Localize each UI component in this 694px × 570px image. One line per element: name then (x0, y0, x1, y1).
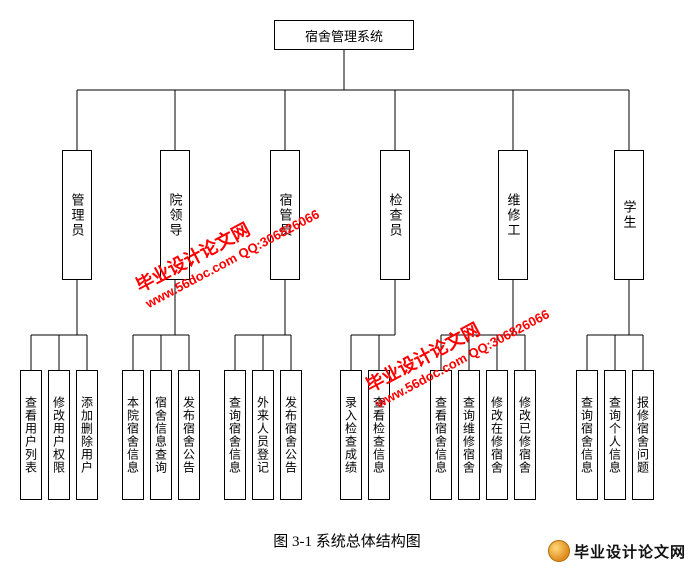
mid-node-admin: 管理员 (62, 150, 92, 280)
root-node: 宿舍管理系统 (274, 20, 414, 50)
site-logo: 毕业设计论文网 (548, 540, 686, 562)
leaf-label: 查询宿舍信息 (227, 396, 244, 474)
leaf-node: 本院宿舍信息 (122, 370, 144, 500)
leaf-node: 宿舍信息查询 (150, 370, 172, 500)
leaf-label: 查看用户列表 (23, 396, 40, 474)
site-logo-text: 毕业设计论文网 (574, 541, 686, 562)
mid-label: 维修工 (504, 193, 523, 238)
org-chart: 宿舍管理系统 管理员 院领导 宿管员 检查员 维修工 学生 查看用户列表修改用户权限添加删… (0, 0, 694, 570)
leaf-label: 报修宿舍问题 (635, 396, 652, 474)
mid-node-repair: 维修工 (498, 150, 528, 280)
leaf-node: 修改用户权限 (48, 370, 70, 500)
leaf-label: 宿舍信息查询 (153, 396, 170, 474)
mid-label: 检查员 (386, 193, 405, 238)
leaf-label: 查询个人信息 (607, 396, 624, 474)
leaf-label: 查看宿舍信息 (433, 396, 450, 474)
leaf-label: 发布宿舍公告 (181, 396, 198, 474)
mid-label: 院领导 (166, 193, 185, 238)
leaf-node: 查看用户列表 (20, 370, 42, 500)
leaf-node: 查询个人信息 (604, 370, 626, 500)
globe-icon (548, 540, 570, 562)
leaf-label: 录入检查成绩 (343, 396, 360, 474)
leaf-label: 发布宿舍公告 (283, 396, 300, 474)
leaf-label: 查询维修宿舍 (461, 396, 478, 474)
leaf-node: 查看检查信息 (368, 370, 390, 500)
leaf-label: 外来人员登记 (255, 396, 272, 474)
leaf-label: 修改已修宿舍 (517, 396, 534, 474)
leaf-node: 发布宿舍公告 (280, 370, 302, 500)
mid-node-dormmgr: 宿管员 (270, 150, 300, 280)
mid-node-dean: 院领导 (160, 150, 190, 280)
leaf-node: 修改已修宿舍 (514, 370, 536, 500)
caption-text: 图 3-1 系统总体结构图 (273, 534, 421, 550)
mid-label: 学生 (620, 200, 639, 230)
leaf-node: 查询维修宿舍 (458, 370, 480, 500)
leaf-node: 录入检查成绩 (340, 370, 362, 500)
leaf-node: 查询宿舍信息 (576, 370, 598, 500)
mid-node-checker: 检查员 (380, 150, 410, 280)
leaf-node: 查看宿舍信息 (430, 370, 452, 500)
leaf-label: 修改在修宿舍 (489, 396, 506, 474)
leaf-node: 查询宿舍信息 (224, 370, 246, 500)
leaf-node: 修改在修宿舍 (486, 370, 508, 500)
leaf-label: 修改用户权限 (51, 396, 68, 474)
mid-label: 宿管员 (276, 193, 295, 238)
leaf-node: 添加删除用户 (76, 370, 98, 500)
leaf-label: 本院宿舍信息 (125, 396, 142, 474)
leaf-label: 查看检查信息 (371, 396, 388, 474)
mid-node-student: 学生 (614, 150, 644, 280)
root-label: 宿舍管理系统 (305, 26, 383, 45)
mid-label: 管理员 (68, 193, 87, 238)
leaf-label: 添加删除用户 (79, 396, 96, 474)
leaf-node: 报修宿舍问题 (632, 370, 654, 500)
leaf-node: 发布宿舍公告 (178, 370, 200, 500)
leaf-label: 查询宿舍信息 (579, 396, 596, 474)
leaf-node: 外来人员登记 (252, 370, 274, 500)
